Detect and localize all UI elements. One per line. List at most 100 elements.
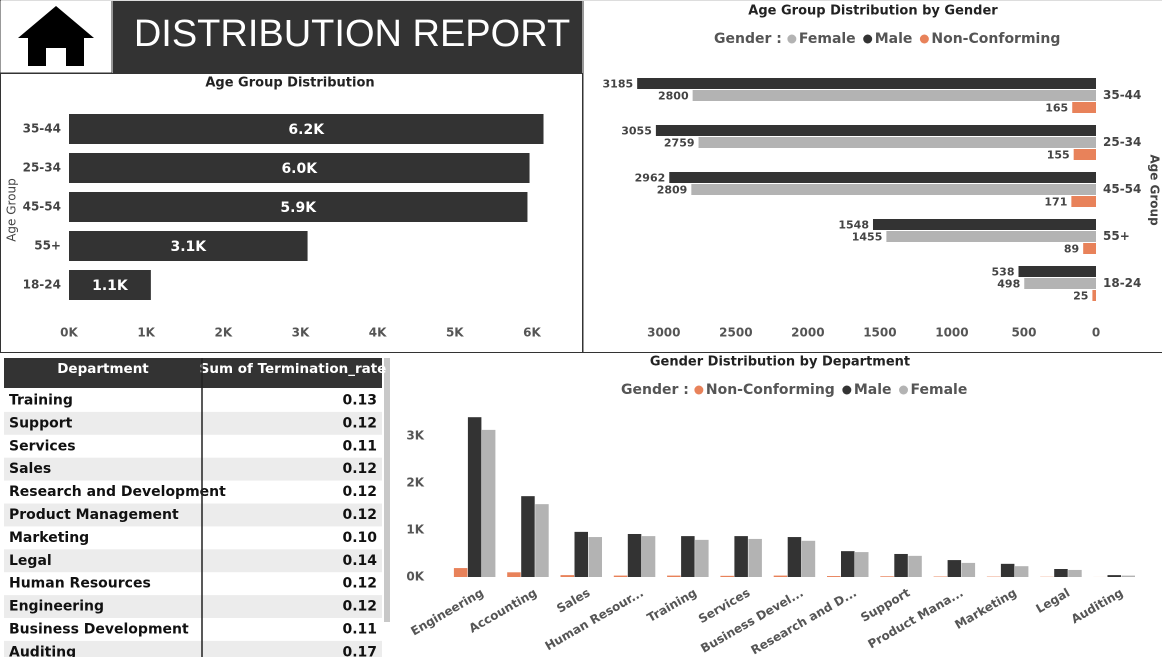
bar[interactable] xyxy=(748,538,762,577)
bar[interactable] xyxy=(1092,290,1096,301)
bar[interactable] xyxy=(669,172,1096,183)
table-cell: 0.12 xyxy=(342,507,377,523)
table-cell: Services xyxy=(9,438,76,454)
bar[interactable] xyxy=(855,552,869,577)
bar[interactable] xyxy=(69,270,151,300)
bar[interactable] xyxy=(1072,102,1096,113)
data-label: 2759 xyxy=(664,137,695,150)
bar[interactable] xyxy=(69,192,528,222)
bar[interactable] xyxy=(1071,196,1096,207)
bar[interactable] xyxy=(1107,575,1122,577)
bar[interactable] xyxy=(535,504,549,577)
bar[interactable] xyxy=(467,417,482,577)
table-cell: Marketing xyxy=(9,530,89,546)
bar[interactable] xyxy=(507,572,521,577)
bar[interactable] xyxy=(691,184,1096,195)
data-label: 3.1K xyxy=(170,239,207,255)
bar[interactable] xyxy=(880,576,894,577)
table-cell: 0.12 xyxy=(342,484,377,500)
bar[interactable] xyxy=(588,537,603,577)
bar[interactable] xyxy=(827,576,841,577)
bar[interactable] xyxy=(574,531,589,577)
table-row-bg xyxy=(4,595,382,618)
bar[interactable] xyxy=(69,153,530,183)
table-row-bg xyxy=(4,640,382,657)
bar[interactable] xyxy=(1018,266,1096,277)
legend-swatch xyxy=(919,34,929,44)
bar[interactable] xyxy=(720,575,734,577)
bar[interactable] xyxy=(1121,575,1136,577)
x-tick-label: 2500 xyxy=(719,326,752,340)
data-label: 3185 xyxy=(603,78,634,91)
column-header[interactable]: Department xyxy=(57,361,149,377)
bar[interactable] xyxy=(947,560,962,577)
x-tick-label: 500 xyxy=(1011,326,1036,340)
table-cell: Training xyxy=(9,393,73,409)
bar[interactable] xyxy=(1000,563,1015,577)
bar[interactable] xyxy=(681,536,695,577)
bar[interactable] xyxy=(1014,566,1029,577)
bar[interactable] xyxy=(695,539,709,577)
table-cell: 0.12 xyxy=(342,415,377,431)
bar[interactable] xyxy=(734,536,748,577)
bar[interactable] xyxy=(886,231,1096,242)
bar[interactable] xyxy=(908,555,922,577)
x-tick-label: 3K xyxy=(292,326,310,340)
bar[interactable] xyxy=(1083,243,1096,254)
bar[interactable] xyxy=(453,568,468,577)
y-tick-label: 1K xyxy=(406,523,424,537)
y-tick-label: 3K xyxy=(406,429,424,443)
bar[interactable] xyxy=(69,231,308,261)
bar[interactable] xyxy=(69,114,544,144)
legend-swatch xyxy=(863,34,873,44)
x-tick-label: Human Resour... xyxy=(543,586,646,654)
bar[interactable] xyxy=(1068,569,1082,577)
bar[interactable] xyxy=(637,78,1096,89)
bar[interactable] xyxy=(787,537,802,577)
bar[interactable] xyxy=(801,540,816,577)
bar[interactable] xyxy=(1054,569,1068,577)
bar[interactable] xyxy=(641,536,656,577)
x-tick-label: 6K xyxy=(523,326,541,340)
bar[interactable] xyxy=(627,533,642,577)
bar[interactable] xyxy=(655,125,1096,136)
legend-label[interactable]: Male xyxy=(875,31,913,47)
data-label: 2800 xyxy=(658,90,689,103)
bar[interactable] xyxy=(1073,149,1096,160)
data-label: 498 xyxy=(997,278,1020,291)
x-tick-label: Training xyxy=(645,586,699,626)
y-axis-label: Age Group xyxy=(1148,154,1162,226)
y-tick-label: 0K xyxy=(406,570,424,584)
legend-label[interactable]: Non-Conforming xyxy=(931,31,1060,47)
y-tick-label: 18-24 xyxy=(23,278,61,292)
bar[interactable] xyxy=(481,429,496,577)
data-label: 1.1K xyxy=(92,278,129,294)
bar[interactable] xyxy=(872,219,1096,230)
table-header xyxy=(4,358,382,388)
bar[interactable] xyxy=(1024,278,1096,289)
bar[interactable] xyxy=(613,575,628,577)
home-icon[interactable] xyxy=(18,6,94,66)
bar[interactable] xyxy=(841,551,855,577)
bar[interactable] xyxy=(667,575,681,577)
column-header[interactable]: Sum of Termination_rate xyxy=(200,361,387,377)
x-tick-label: 2000 xyxy=(791,326,824,340)
legend-label[interactable]: Female xyxy=(911,382,968,398)
scrollbar[interactable] xyxy=(384,358,390,622)
legend-label[interactable]: Male xyxy=(854,382,892,398)
bar[interactable] xyxy=(698,137,1096,148)
bar[interactable] xyxy=(560,575,575,577)
bar[interactable] xyxy=(773,575,788,577)
legend-label[interactable]: Non-Conforming xyxy=(706,382,835,398)
table-row-bg xyxy=(4,411,382,435)
bar[interactable] xyxy=(961,562,976,577)
legend-label[interactable]: Female xyxy=(799,31,856,47)
legend-swatch xyxy=(899,385,909,395)
bar[interactable] xyxy=(692,90,1096,101)
bar[interactable] xyxy=(521,496,535,577)
bar[interactable] xyxy=(894,553,908,577)
data-label: 165 xyxy=(1045,102,1068,115)
data-label: 2962 xyxy=(635,172,666,185)
y-tick-label: 25-34 xyxy=(1103,135,1141,149)
report-title: DISTRIBUTION REPORT xyxy=(134,13,570,55)
